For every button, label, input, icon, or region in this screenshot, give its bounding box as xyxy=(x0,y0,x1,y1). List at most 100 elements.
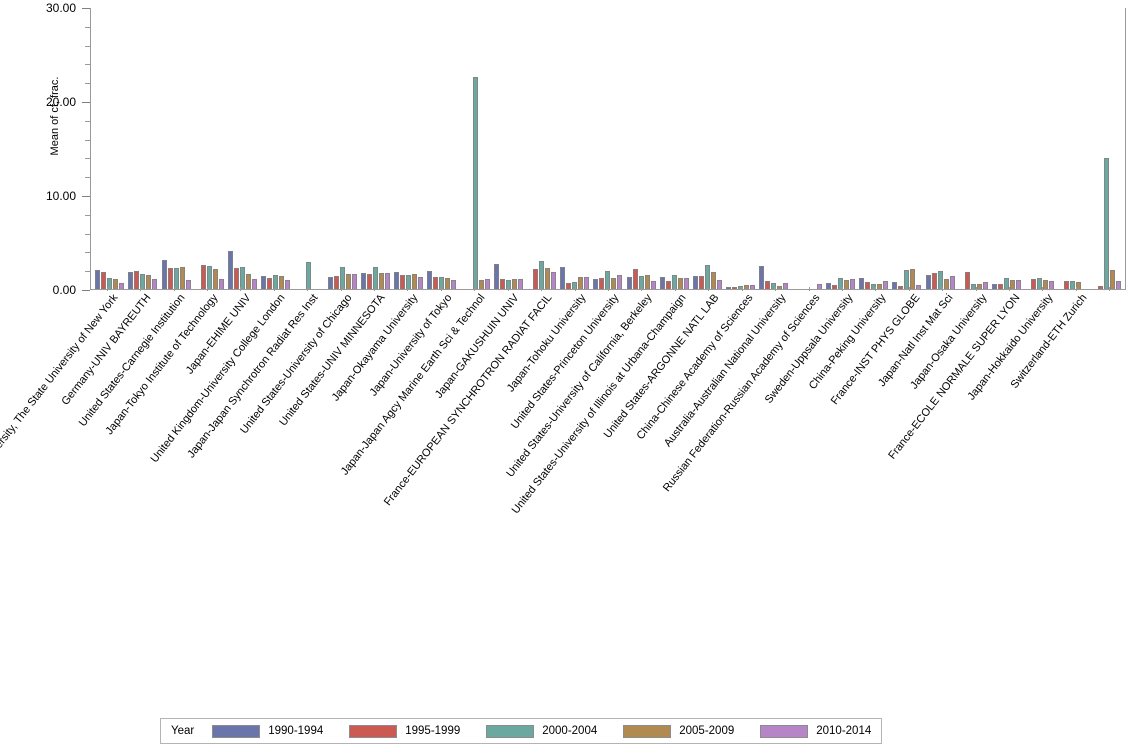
x-axis-tick xyxy=(407,287,409,291)
bar-group xyxy=(558,8,591,289)
bar xyxy=(750,284,756,289)
y-axis: 0.00 10.00 20.00 30.00 xyxy=(0,0,90,300)
x-axis-tick xyxy=(440,287,442,291)
bar xyxy=(273,274,279,289)
x-axis-tick xyxy=(1042,287,1044,291)
legend-swatch xyxy=(486,724,535,738)
bar-group xyxy=(791,8,824,289)
bar xyxy=(943,278,949,289)
bar xyxy=(517,278,523,289)
bar xyxy=(831,285,837,289)
bar xyxy=(433,276,439,289)
bar xyxy=(1064,280,1070,289)
legend-swatch xyxy=(760,724,809,738)
bar xyxy=(119,282,125,289)
bar-group xyxy=(126,8,159,289)
x-axis-tick xyxy=(340,287,342,291)
legend-entry[interactable]: 1995-1999 xyxy=(349,724,461,738)
y-axis-tick xyxy=(82,196,90,197)
bar xyxy=(140,274,146,289)
x-axis-tick xyxy=(507,287,509,291)
bar xyxy=(384,273,390,289)
bar xyxy=(339,266,345,289)
bar xyxy=(898,285,904,289)
bar xyxy=(783,283,789,289)
bar xyxy=(892,282,898,289)
bar xyxy=(206,265,212,289)
bar xyxy=(261,275,267,289)
y-axis-tick xyxy=(82,8,90,9)
bar-group xyxy=(724,8,757,289)
x-axis-tick xyxy=(775,287,777,291)
bar xyxy=(650,280,656,289)
bar xyxy=(572,282,578,289)
bar xyxy=(1076,281,1082,289)
bar xyxy=(759,265,765,289)
bar xyxy=(904,270,910,289)
bar-group xyxy=(890,8,923,289)
bar xyxy=(1043,279,1049,289)
bar xyxy=(849,279,855,289)
bar xyxy=(599,277,605,289)
bar xyxy=(560,266,566,289)
x-axis-tick xyxy=(1009,287,1011,291)
legend-label: 1995-1999 xyxy=(405,725,461,737)
legend-title: Year xyxy=(171,725,195,737)
x-axis-tick xyxy=(541,287,543,291)
bar-group xyxy=(1023,8,1056,289)
bar-group xyxy=(757,8,790,289)
bar xyxy=(1115,281,1121,289)
bar xyxy=(239,267,245,289)
x-axis-tick xyxy=(106,287,108,291)
y-axis-tick xyxy=(82,102,90,103)
legend-entry[interactable]: 2010-2014 xyxy=(760,724,871,738)
bar xyxy=(632,269,638,289)
bar xyxy=(134,271,140,289)
bar xyxy=(816,283,822,289)
bar-group xyxy=(193,8,226,289)
bar xyxy=(167,268,173,289)
bar xyxy=(871,283,877,289)
bar xyxy=(771,282,777,289)
bar xyxy=(400,274,406,289)
x-axis-tick xyxy=(975,287,977,291)
legend-swatch xyxy=(212,724,261,738)
bar xyxy=(717,279,723,289)
bar xyxy=(233,268,239,289)
bar xyxy=(566,283,572,289)
legend-label: 1990-1994 xyxy=(268,725,324,737)
bar xyxy=(267,277,273,289)
y-axis-minor-tick xyxy=(85,158,90,160)
bar-group xyxy=(525,8,558,289)
bar xyxy=(345,274,351,289)
x-axis-tick xyxy=(1109,287,1111,291)
x-axis-tick-label: ok University, The State University of N… xyxy=(0,292,121,480)
bar xyxy=(677,277,683,289)
bar xyxy=(251,278,257,289)
bar xyxy=(378,273,384,289)
x-axis-tick xyxy=(908,287,910,291)
x-axis-tick-label: Australia-Australian National University xyxy=(662,292,789,450)
bar-group xyxy=(326,8,359,289)
bar-group xyxy=(691,8,724,289)
bar xyxy=(916,284,922,289)
x-axis-labels: ok University, The State University of N… xyxy=(0,287,1126,692)
bar xyxy=(161,259,167,289)
bar xyxy=(285,279,291,289)
legend-entry[interactable]: 1990-1994 xyxy=(212,724,324,738)
bar-group xyxy=(990,8,1023,289)
legend-entry[interactable]: 2000-2004 xyxy=(486,724,597,738)
bar xyxy=(611,277,617,289)
x-axis-tick xyxy=(206,287,208,291)
bar xyxy=(964,272,970,289)
bar-group xyxy=(359,8,392,289)
legend-swatch xyxy=(349,724,398,738)
bar xyxy=(412,274,418,289)
bar xyxy=(1103,157,1109,289)
legend-entry[interactable]: 2005-2009 xyxy=(623,724,734,738)
bar xyxy=(107,277,113,289)
bar xyxy=(843,280,849,289)
plot-area xyxy=(90,8,1126,290)
bar xyxy=(146,274,152,289)
